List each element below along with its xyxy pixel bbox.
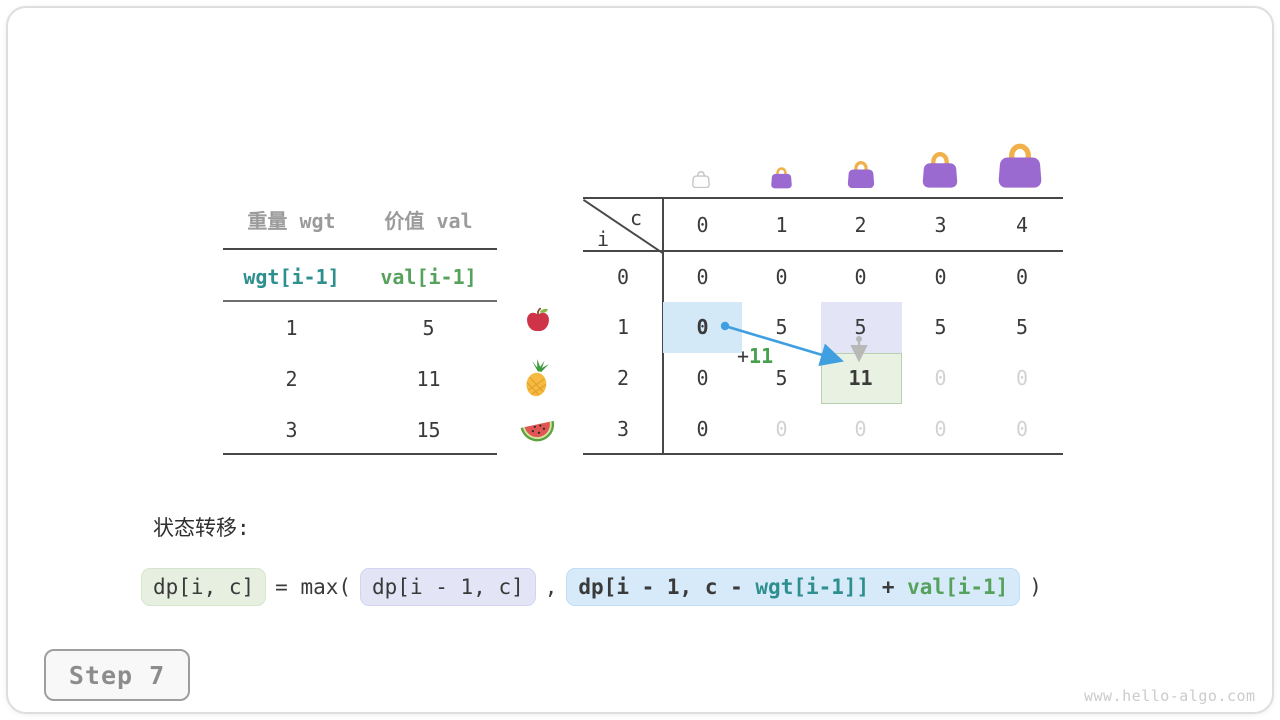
dp-col-header-3: 3: [934, 213, 947, 237]
dp-line-top: [583, 197, 1063, 199]
apple-value: 5: [422, 316, 435, 340]
dp-row-header-2: 2: [616, 366, 630, 390]
items-divider-top: [223, 248, 497, 250]
items-col-value: 价值 val: [384, 208, 473, 233]
dp-cell-2-1: 5: [775, 366, 788, 390]
step-badge: Step 7: [44, 649, 190, 701]
dp-line-bottom: [583, 453, 1063, 455]
dp-col-header-1: 1: [775, 213, 788, 237]
dp-cell-0-0: 0: [696, 265, 709, 289]
dp-cell-2-2: 11: [848, 366, 873, 390]
bag-icon-capacity-2: [845, 158, 877, 193]
watermelon-icon: [518, 414, 558, 450]
items-index-row: wgt[i-1] val[i-1]: [223, 263, 497, 291]
formula-lhs-box: dp[i, c]: [141, 568, 267, 606]
figure-card: 重量 wgt 价值 val wgt[i-1] val[i-1] 1 5 2 11…: [6, 6, 1274, 714]
dp-cell-3-1: 0: [775, 417, 788, 441]
formula-close-paren: ): [1029, 575, 1042, 599]
bag-icon-capacity-0: [691, 169, 711, 192]
items-val-index: val[i-1]: [380, 265, 477, 289]
pineapple-value: 11: [416, 367, 441, 391]
dp-cell-0-2: 0: [854, 265, 867, 289]
dp-cell-0-1: 0: [775, 265, 788, 289]
dp-col-header-4: 4: [1015, 213, 1029, 237]
apple-icon: [524, 306, 552, 338]
dp-corner-diagonal: [583, 199, 663, 254]
formula-arg2-wgt: wgt[i-1]]: [755, 575, 870, 599]
added-value: 11: [749, 344, 774, 368]
copy-down-arrow-gray: [850, 336, 868, 363]
dp-row-header-1: 1: [616, 315, 630, 339]
transition-arrows: [720, 321, 868, 367]
formula-arg1-box: dp[i - 1, c]: [360, 568, 536, 606]
transition-formula: dp[i, c] = max( dp[i - 1, c] , dp[i - 1,…: [141, 565, 1042, 609]
items-row-watermelon: 3 15: [223, 416, 497, 444]
bag-icon-capacity-4: [994, 139, 1046, 193]
transition-arrow-blue: [720, 321, 844, 367]
transition-label: 状态转移:: [153, 516, 250, 540]
dp-line-vertical: [662, 197, 664, 455]
items-divider-bottom: [223, 453, 497, 455]
dp-cell-1-2: 5: [854, 315, 867, 339]
dp-corner-row-var: i: [597, 227, 610, 251]
add-value-annotation: +11: [737, 344, 773, 368]
pineapple-weight: 2: [285, 367, 298, 391]
dp-row-header-3: 3: [616, 417, 630, 441]
formula-arg2-box: dp[i - 1, c - wgt[i-1]] + val[i-1]: [566, 568, 1021, 606]
formula-eq-max: = max(: [275, 575, 352, 599]
bag-icon-capacity-3: [919, 148, 961, 193]
items-table-header: 重量 wgt 价值 val: [223, 205, 497, 233]
dp-cell-2-3: 0: [934, 366, 947, 390]
formula-arg2-plus: +: [869, 575, 908, 599]
dp-col-header-0: 0: [696, 213, 709, 237]
dp-cell-3-4: 0: [1015, 417, 1029, 441]
formula-comma: ,: [544, 575, 558, 599]
dp-corner-col-var: c: [630, 206, 643, 230]
bag-icon-capacity-1: [769, 165, 794, 193]
items-row-apple: 1 5: [223, 314, 497, 342]
dp-cell-3-0: 0: [696, 417, 709, 441]
items-divider-mid: [223, 300, 497, 302]
watermelon-value: 15: [416, 418, 441, 442]
step-label: Step 7: [68, 660, 166, 690]
formula-arg2-val: val[i-1]: [907, 575, 1009, 599]
dp-cell-1-0: 0: [696, 315, 709, 339]
dp-line-header: [583, 250, 1063, 252]
watermelon-weight: 3: [285, 418, 298, 442]
dp-cell-3-2: 0: [854, 417, 867, 441]
dp-cell-3-3: 0: [934, 417, 947, 441]
formula-arg2-pre: dp[i - 1, c -: [578, 575, 756, 599]
items-col-weight: 重量 wgt: [247, 208, 336, 233]
dp-cell-2-0: 0: [696, 366, 709, 390]
dp-col-header-2: 2: [854, 213, 867, 237]
items-row-pineapple: 2 11: [223, 365, 497, 393]
apple-weight: 1: [285, 316, 298, 340]
items-wgt-index: wgt[i-1]: [243, 265, 340, 289]
dp-cell-0-4: 0: [1015, 265, 1029, 289]
dp-cell-1-3: 5: [934, 315, 947, 339]
dp-cell-1-1: 5: [775, 315, 788, 339]
pineapple-icon: [522, 358, 554, 402]
site-watermark: www.hello-algo.com: [1084, 687, 1256, 705]
dp-cell-1-4: 5: [1015, 315, 1029, 339]
dp-cell-0-3: 0: [934, 265, 947, 289]
dp-cell-2-4: 0: [1015, 366, 1029, 390]
dp-row-header-0: 0: [616, 265, 630, 289]
plus-sign: +: [737, 344, 750, 368]
